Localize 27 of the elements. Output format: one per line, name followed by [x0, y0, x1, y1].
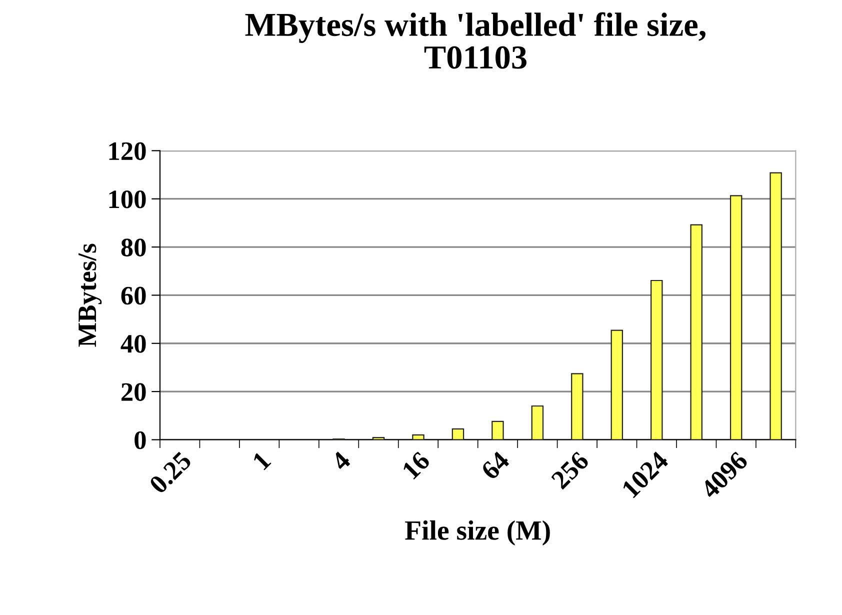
y-tick-label: 60 — [121, 286, 146, 305]
y-tick-label: 80 — [121, 238, 146, 256]
bar — [770, 172, 782, 440]
x-tick-label: 64 — [480, 450, 510, 481]
x-tick-label: 256 — [550, 450, 590, 490]
bar — [372, 437, 385, 440]
x-tick-label: 1 — [252, 451, 272, 470]
x-tick-label: 4 — [330, 450, 352, 472]
bar — [452, 428, 464, 440]
bar — [571, 373, 584, 440]
bar — [690, 224, 702, 440]
y-tick-label: 20 — [122, 383, 146, 401]
bar — [412, 434, 424, 440]
y-tick-label: 100 — [109, 190, 146, 208]
bar — [531, 405, 544, 440]
y-tick-label: 120 — [109, 142, 146, 160]
bar — [610, 330, 624, 440]
y-tick-label: 40 — [120, 334, 146, 353]
x-axis-title: File size (M) — [405, 520, 550, 546]
y-tick-label: 0 — [134, 431, 146, 450]
bar — [730, 195, 742, 440]
x-tick-label: 16 — [402, 450, 431, 480]
chart-title: MBytes/s with 'labelled' file size, T01103 — [245, 12, 706, 69]
x-tick-label: 0.25 — [148, 450, 192, 495]
bar — [650, 280, 663, 440]
y-axis-title: MBytes/s — [78, 244, 102, 347]
bar — [492, 420, 504, 440]
